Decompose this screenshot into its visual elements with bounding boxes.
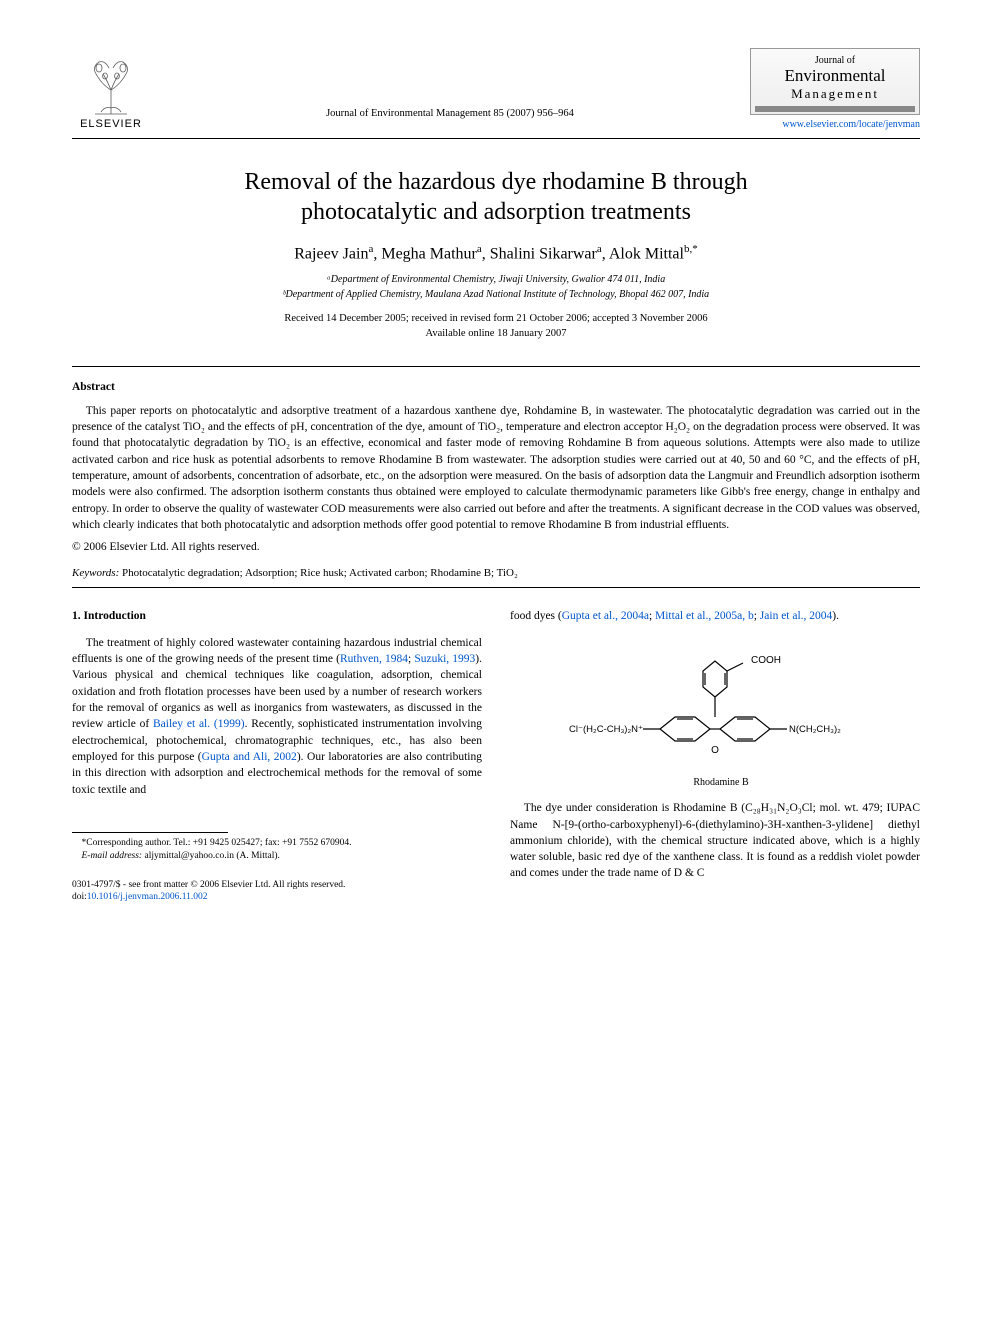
journal-brand-box: Journal of Environmental Management www.… (750, 48, 920, 130)
journal-reference: Journal of Environmental Management 85 (… (150, 48, 750, 119)
title-line-2: photocatalytic and adsorption treatments (301, 199, 691, 225)
journal-homepage-link[interactable]: www.elsevier.com/locate/jenvman (750, 119, 920, 130)
keywords-values: Photocatalytic degradation; Adsorption; … (119, 567, 518, 579)
article-dates: Received 14 December 2005; received in r… (72, 312, 920, 341)
doi-link[interactable]: 10.1016/j.jenvman.2006.11.002 (87, 892, 208, 902)
journal-brand-bar (755, 106, 915, 112)
footnote-email-value: aljymittal@yahoo.co.in (A. Mittal). (142, 851, 280, 861)
citation-jain-2004[interactable]: Jain et al., 2004 (760, 610, 833, 622)
intro-paragraph: The treatment of highly colored wastewat… (72, 635, 482, 798)
abstract-top-rule (72, 366, 920, 367)
publisher-logo: ELSEVIER (72, 48, 150, 130)
corresponding-author-footnote: *Corresponding author. Tel.: +91 9425 02… (72, 837, 482, 863)
col2-food-dyes: food dyes (Gupta et al., 2004a; Mittal e… (510, 608, 920, 624)
abstract-heading: Abstract (72, 381, 920, 393)
chem-oxygen-label: O (711, 745, 719, 756)
dates-received: Received 14 December 2005; received in r… (72, 312, 920, 327)
doi-label: doi: (72, 892, 87, 902)
keywords-label: Keywords: (72, 567, 119, 579)
article-title: Removal of the hazardous dye rhodamine B… (72, 167, 920, 227)
header-rule (72, 138, 920, 139)
footnote-tel-fax: *Corresponding author. Tel.: +91 9425 02… (72, 837, 482, 850)
chem-left-substituent: Cl⁻(H₂C-CH₃)₂N⁺ (569, 724, 643, 735)
citation-ruthven[interactable]: Ruthven, 1984 (340, 653, 408, 665)
chem-cooh-label: COOH (751, 655, 781, 666)
citation-bailey[interactable]: Bailey et al. (1999) (153, 718, 245, 730)
body-columns: 1. Introduction The treatment of highly … (72, 608, 920, 904)
chem-right-substituent: N(CH₂CH₃)₂ (789, 724, 841, 735)
abstract-body: This paper reports on photocatalytic and… (72, 403, 920, 534)
chem-caption: Rhodamine B (510, 776, 920, 790)
journal-brand-management: Management (755, 86, 915, 102)
title-line-1: Removal of the hazardous dye rhodamine B… (244, 169, 747, 195)
copyright-line: © 2006 Elsevier Ltd. All rights reserved… (72, 541, 920, 553)
elsevier-tree-icon (81, 58, 141, 116)
column-right: food dyes (Gupta et al., 2004a; Mittal e… (510, 608, 920, 904)
citation-suzuki[interactable]: Suzuki, 1993 (414, 653, 475, 665)
abstract-bottom-rule (72, 587, 920, 588)
affiliation-b: ᵇDepartment of Applied Chemistry, Maulan… (72, 288, 920, 303)
column-left: 1. Introduction The treatment of highly … (72, 608, 482, 904)
intro-heading: 1. Introduction (72, 608, 482, 624)
front-matter-line: 0301-4797/$ - see front matter © 2006 El… (72, 879, 482, 892)
footnote-email-label: E-mail address: (82, 851, 143, 861)
journal-brand-small: Journal of (755, 55, 915, 66)
header-row: ELSEVIER Journal of Environmental Manage… (72, 48, 920, 130)
dates-online: Available online 18 January 2007 (72, 327, 920, 342)
keywords-line: Keywords: Photocatalytic degradation; Ad… (72, 567, 920, 579)
col2-dye-description: The dye under consideration is Rhodamine… (510, 800, 920, 882)
citation-gupta-ali[interactable]: Gupta and Ali, 2002 (202, 751, 297, 763)
citation-mittal-2005[interactable]: Mittal et al., 2005a, b (655, 610, 754, 622)
author-list: Rajeev Jaina, Megha Mathura, Shalini Sik… (72, 243, 920, 263)
journal-brand-environmental: Environmental (755, 66, 915, 86)
footnote-rule (72, 832, 228, 833)
affiliation-a: ᵃDepartment of Environmental Chemistry, … (72, 273, 920, 288)
footer-block: 0301-4797/$ - see front matter © 2006 El… (72, 879, 482, 905)
citation-gupta-2004a[interactable]: Gupta et al., 2004a (562, 610, 649, 622)
chemical-structure-diagram: COOH O Cl⁻(H₂C-CH₃)₂N⁺ N(CH₂CH₃)₂ Rhodam… (510, 639, 920, 791)
affiliations: ᵃDepartment of Environmental Chemistry, … (72, 273, 920, 302)
publisher-name: ELSEVIER (80, 118, 142, 130)
